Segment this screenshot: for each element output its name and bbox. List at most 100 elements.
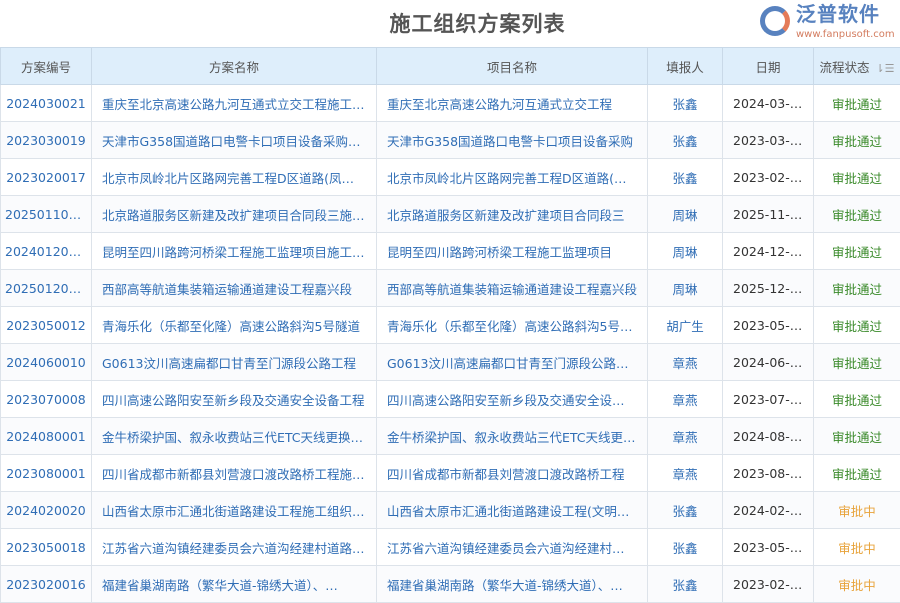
reporter: 胡广生 [648, 307, 723, 344]
status-badge: 审批中 [814, 566, 900, 603]
project-name-link[interactable]: 山西省太原市汇通北街道路建设工程(文明施工) [377, 492, 648, 529]
watermark-logo: 泛普软件 www.fanpusoft.com [760, 2, 900, 45]
sort-icon[interactable]: ⇂☰ [875, 62, 894, 75]
project-name-link[interactable]: 昆明至四川路跨河桥梁工程施工监理项目 [377, 233, 648, 270]
reporter: 章燕 [648, 455, 723, 492]
reporter: 章燕 [648, 344, 723, 381]
table-header: 方案编号 方案名称 项目名称 填报人 日期 流程状态 ⇂☰ [1, 48, 900, 85]
plan-id-link[interactable]: 20250110005 [1, 196, 92, 233]
plan-name-link[interactable]: 江苏省六道沟镇经建委员会六道沟经建村道路工程 [92, 529, 377, 566]
col-header-reporter[interactable]: 填报人 [648, 48, 723, 85]
project-name-link[interactable]: 江苏省六道沟镇经建委员会六道沟经建村道路工程 [377, 529, 648, 566]
plan-name-link[interactable]: 昆明至四川路跨河桥梁工程施工监理项目施工方案 [92, 233, 377, 270]
plan-id-link[interactable]: 2023020016 [1, 566, 92, 603]
date: 2024-03-27 [723, 85, 814, 122]
plan-name-link[interactable]: 重庆至北京高速公路九河互通式立交工程施工组织方案 [92, 85, 377, 122]
date: 2023-03-23 [723, 122, 814, 159]
plan-id-link[interactable]: 2023020017 [1, 159, 92, 196]
reporter: 张鑫 [648, 492, 723, 529]
plan-id-link[interactable]: 20240120004 [1, 233, 92, 270]
plan-name-link[interactable]: 山西省太原市汇通北街道路建设工程施工组织方案 [92, 492, 377, 529]
status-badge: 审批通过 [814, 233, 900, 270]
date: 2024-06-05 [723, 344, 814, 381]
date: 2023-02-14 [723, 566, 814, 603]
plan-name-link[interactable]: 金牛桥梁护国、叙永收费站三代ETC天线更换工程 [92, 418, 377, 455]
date: 2024-12-13 [723, 233, 814, 270]
plan-name-link[interactable]: 福建省巢湖南路（繁华大道-锦绣大道）、… [92, 566, 377, 603]
plan-name-link[interactable]: 青海乐化（乐都至化隆）高速公路斜沟5号隧道 [92, 307, 377, 344]
date: 2025-12-20 [723, 270, 814, 307]
status-badge: 审批通过 [814, 85, 900, 122]
project-name-link[interactable]: 金牛桥梁护国、叙永收费站三代ETC天线更换工程 [377, 418, 648, 455]
plan-name-link[interactable]: 四川省成都市新都县刘营渡口渡改路桥工程施工方案 [92, 455, 377, 492]
project-name-link[interactable]: 重庆至北京高速公路九河互通式立交工程 [377, 85, 648, 122]
status-badge: 审批通过 [814, 344, 900, 381]
project-name-link[interactable]: 福建省巢湖南路（繁华大道-锦绣大道）、… [377, 566, 648, 603]
reporter: 张鑫 [648, 566, 723, 603]
plan-id-link[interactable]: 2023050012 [1, 307, 92, 344]
plan-id-link[interactable]: 20250120022 [1, 270, 92, 307]
date: 2023-05-13 [723, 529, 814, 566]
plan-id-link[interactable]: 2024080001 [1, 418, 92, 455]
project-name-link[interactable]: 北京路道服务区新建及改扩建项目合同段三 [377, 196, 648, 233]
plan-name-link[interactable]: 北京市凤岭北片区路网完善工程D区道路(凤岭北路) [92, 159, 377, 196]
col-header-project[interactable]: 项目名称 [377, 48, 648, 85]
col-header-plan[interactable]: 方案名称 [92, 48, 377, 85]
status-badge: 审批中 [814, 529, 900, 566]
reporter: 张鑫 [648, 122, 723, 159]
plan-id-link[interactable]: 2023050018 [1, 529, 92, 566]
plan-name-link[interactable]: 四川高速公路阳安至新乡段及交通安全设备工程 [92, 381, 377, 418]
reporter: 章燕 [648, 418, 723, 455]
project-name-link[interactable]: 西部高等航道集装箱运输通道建设工程嘉兴段 [377, 270, 648, 307]
project-name-link[interactable]: 天津市G358国道路口电警卡口项目设备采购 [377, 122, 648, 159]
project-name-link[interactable]: 青海乐化（乐都至化隆）高速公路斜沟5号隧道 [377, 307, 648, 344]
plan-name-link[interactable]: 北京路道服务区新建及改扩建项目合同段三施工方案 [92, 196, 377, 233]
status-badge: 审批中 [814, 492, 900, 529]
plan-id-link[interactable]: 2023070008 [1, 381, 92, 418]
date: 2025-11-05 [723, 196, 814, 233]
status-badge: 审批通过 [814, 381, 900, 418]
reporter: 张鑫 [648, 159, 723, 196]
project-name-link[interactable]: 四川省成都市新都县刘营渡口渡改路桥工程 [377, 455, 648, 492]
plan-name-link[interactable]: 西部高等航道集装箱运输通道建设工程嘉兴段 [92, 270, 377, 307]
reporter: 周琳 [648, 233, 723, 270]
date: 2024-02-24 [723, 492, 814, 529]
status-badge: 审批通过 [814, 418, 900, 455]
reporter: 章燕 [648, 381, 723, 418]
col-header-id[interactable]: 方案编号 [1, 48, 92, 85]
project-name-link[interactable]: 四川高速公路阳安至新乡段及交通安全设备工程 [377, 381, 648, 418]
status-badge: 审批通过 [814, 270, 900, 307]
status-header-label: 流程状态 [819, 60, 869, 75]
plan-id-link[interactable]: 2024030021 [1, 85, 92, 122]
plan-id-link[interactable]: 2023080001 [1, 455, 92, 492]
plan-name-link[interactable]: 天津市G358国道路口电警卡口项目设备采购施工方案 [92, 122, 377, 159]
plan-id-link[interactable]: 2024060010 [1, 344, 92, 381]
col-header-status[interactable]: 流程状态 ⇂☰ [814, 48, 900, 85]
date: 2023-02-09 [723, 159, 814, 196]
status-badge: 审批通过 [814, 307, 900, 344]
col-header-date[interactable]: 日期 [723, 48, 814, 85]
project-name-link[interactable]: 北京市凤岭北片区路网完善工程D区道路(凤岭北路) [377, 159, 648, 196]
project-name-link[interactable]: G0613汶川高速扁都口甘青至门源段公路工程 [377, 344, 648, 381]
date: 2023-08-22 [723, 455, 814, 492]
plan-id-link[interactable]: 2024020020 [1, 492, 92, 529]
plan-id-link[interactable]: 2023030019 [1, 122, 92, 159]
plan-name-link[interactable]: G0613汶川高速扁都口甘青至门源段公路工程 [92, 344, 377, 381]
date: 2024-08-14 [723, 418, 814, 455]
status-badge: 审批通过 [814, 196, 900, 233]
